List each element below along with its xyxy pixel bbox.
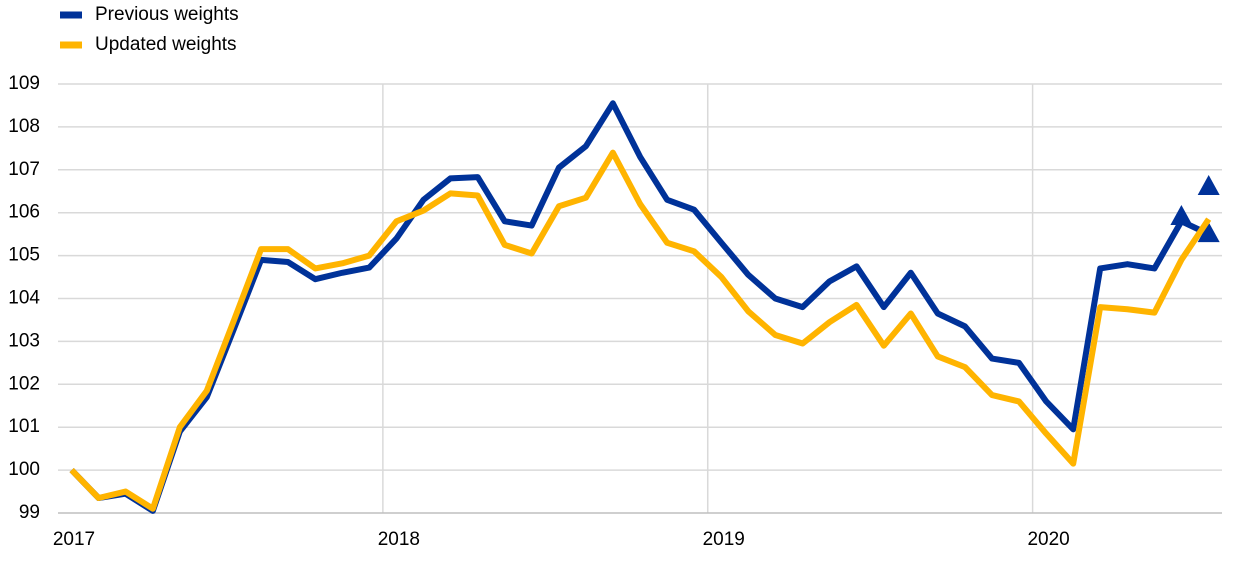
- y-tick-label: 101: [8, 416, 40, 437]
- x-tick-label: 2019: [703, 529, 745, 550]
- y-tick-label: 105: [8, 245, 40, 266]
- x-tick-label: 2017: [53, 529, 95, 550]
- y-tick-label: 106: [8, 202, 40, 223]
- y-tick-label: 104: [8, 288, 40, 309]
- triangle-marker: [1170, 204, 1193, 225]
- y-tick-label: 103: [8, 330, 40, 351]
- triangle-marker: [1197, 174, 1220, 195]
- y-tick-label: 107: [8, 159, 40, 180]
- series-line: [69, 100, 1210, 514]
- x-tick-label: 2018: [378, 529, 420, 550]
- y-tick-label: 109: [8, 73, 40, 94]
- y-tick-label: 99: [19, 502, 40, 523]
- x-tick-label: 2020: [1027, 529, 1069, 550]
- legend-label: Previous weights: [95, 4, 239, 25]
- y-tick-label: 108: [8, 116, 40, 137]
- y-tick-label: 100: [8, 459, 40, 480]
- legend-label: Updated weights: [95, 34, 237, 55]
- triangle-marker: [1197, 222, 1220, 243]
- series-line: [69, 149, 1212, 512]
- y-tick-label: 102: [8, 373, 40, 394]
